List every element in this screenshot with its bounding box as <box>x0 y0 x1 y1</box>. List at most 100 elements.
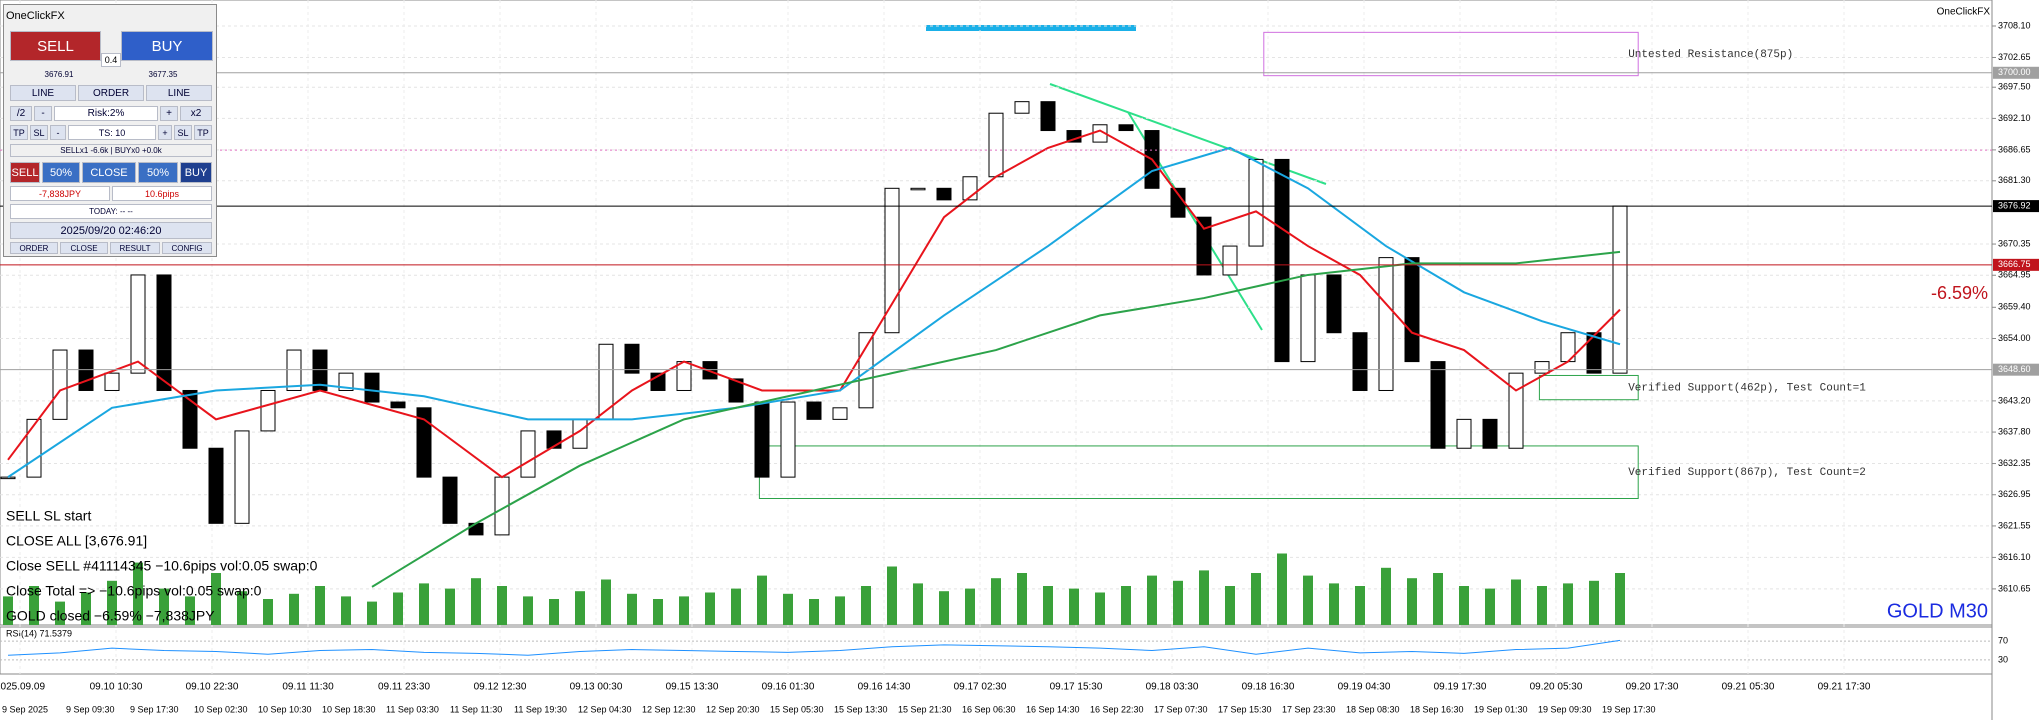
volume-bar <box>523 596 533 625</box>
zone-label: Verified Support(867p), Test Count=2 <box>1628 467 1866 479</box>
x-tick-label: 09.17 15:30 <box>1050 682 1103 693</box>
candle-body <box>754 401 770 478</box>
log-line: Close SELL #41114345 −10.6pips vol:0.05 … <box>6 558 318 574</box>
log-line: SELL SL start <box>6 508 91 524</box>
x-tick-label: 09.12 12:30 <box>474 682 527 693</box>
volume-bar <box>809 599 819 625</box>
volume-bar <box>1121 586 1131 625</box>
x-tick-label: 19 Sep 09:30 <box>1538 704 1592 714</box>
candle-body <box>1274 158 1290 363</box>
x-tick-label: 17 Sep 15:30 <box>1218 704 1272 714</box>
panel-row2-3[interactable]: + <box>160 106 178 121</box>
panel-sell[interactable]: SELL <box>10 31 101 61</box>
x-tick-label: 09.10 10:30 <box>90 682 143 693</box>
volume-bar <box>211 573 221 625</box>
panel-row2-2[interactable]: Risk:2% <box>54 106 158 121</box>
candle-body <box>1586 332 1602 374</box>
panel-row4-0[interactable]: SELL <box>10 162 40 183</box>
candle-body <box>1118 124 1134 132</box>
panel-row3-1[interactable]: SL <box>30 125 48 140</box>
panel-footer-2[interactable]: RESULT <box>110 242 160 254</box>
main-frame <box>0 0 1993 626</box>
volume-bar <box>367 601 377 625</box>
panel-row1-1[interactable]: ORDER <box>78 85 144 101</box>
panel-row4-1[interactable]: 50% <box>42 162 80 183</box>
panel-row2-4[interactable]: x2 <box>180 106 212 121</box>
candle-body <box>442 476 458 524</box>
volume-bar <box>887 566 897 625</box>
panel-row3-2[interactable]: - <box>50 125 66 140</box>
price-tag <box>1993 258 2039 271</box>
candle-body <box>104 372 120 391</box>
panel-lot[interactable]: 0.4 <box>101 53 121 67</box>
candle-body <box>0 476 16 480</box>
candle-body <box>286 349 302 391</box>
x-tick-label: 09.17 02:30 <box>954 682 1007 693</box>
volume-bar <box>939 591 949 625</box>
x-tick-label: 2025.09.09 <box>0 682 45 693</box>
panel-row1-2[interactable]: LINE <box>146 85 212 101</box>
volume-bar <box>1537 586 1547 625</box>
volume-bar <box>653 599 663 625</box>
candle-body <box>780 401 796 478</box>
x-tick-label: 11 Sep 11:30 <box>450 704 502 714</box>
panel-footer-3[interactable]: CONFIG <box>162 242 212 254</box>
panel-buy[interactable]: BUY <box>121 31 213 61</box>
rsi-line <box>7 639 1621 656</box>
panel-row2-1[interactable]: - <box>34 106 52 121</box>
volume-bar <box>679 596 689 625</box>
price-tag-label: 3666.75 <box>1998 259 2031 269</box>
panel-row1-0[interactable]: LINE <box>10 85 76 101</box>
candle-body <box>1300 274 1316 363</box>
volume-bar <box>913 583 923 625</box>
x-tick-label: 16 Sep 22:30 <box>1090 704 1144 714</box>
y-tick-label: 3626.95 <box>1998 489 2031 499</box>
panel-row3-4[interactable]: + <box>158 125 172 140</box>
volume-bar <box>1511 579 1521 625</box>
y-tick-label: 3686.65 <box>1998 144 2031 154</box>
x-tick-label: 09.20 17:30 <box>1626 682 1679 693</box>
volume-bar <box>497 586 507 625</box>
panel-row4-2[interactable]: CLOSE <box>82 162 136 183</box>
zone-label: Untested Resistance(875p) <box>1628 49 1793 61</box>
panel-row3-0[interactable]: TP <box>10 125 28 140</box>
rsi-frame <box>0 626 1993 675</box>
candle-body <box>1456 418 1472 449</box>
candle-body <box>1534 361 1550 374</box>
panel-row3-5[interactable]: SL <box>174 125 192 140</box>
price-tag-label: 3676.92 <box>1998 200 2031 210</box>
x-tick-label: 9 Sep 17:30 <box>130 704 179 714</box>
candle-body <box>1196 216 1212 276</box>
x-tick-label: 09.21 05:30 <box>1722 682 1775 693</box>
panel-row3-6[interactable]: TP <box>194 125 212 140</box>
panel-ask: 3677.35 <box>148 69 178 79</box>
candle-body <box>988 112 1004 178</box>
panel-row4-4[interactable]: BUY <box>180 162 212 183</box>
x-tick-label: 18 Sep 16:30 <box>1410 704 1464 714</box>
panel-row3-3[interactable]: TS: 10 <box>68 125 156 140</box>
y-tick-label: 3643.20 <box>1998 395 2031 405</box>
candle-body <box>624 343 640 374</box>
volume-bar <box>1043 586 1053 625</box>
oneclick-panel: OneClickFX SELL BUY 0.4 3676.91 3677.35 LINE OR… <box>3 4 217 257</box>
volume-bar <box>133 562 143 625</box>
candle-body <box>468 522 484 536</box>
volume-bar <box>835 596 845 625</box>
x-tick-label: 12 Sep 04:30 <box>578 704 632 714</box>
y-tick-label: 3692.10 <box>1998 113 2031 123</box>
volume-bar <box>1251 573 1261 625</box>
volume-bar <box>3 596 13 625</box>
rsi-label: RSI(14) 71.5379 <box>6 628 72 638</box>
candle-body <box>1014 101 1030 114</box>
candle-body <box>1404 257 1420 363</box>
volume-bar <box>627 593 637 625</box>
volume-bar <box>81 592 91 625</box>
panel-row4-3[interactable]: 50% <box>138 162 178 183</box>
panel-footer-1[interactable]: CLOSE <box>60 242 108 254</box>
panel-row2-0[interactable]: /2 <box>10 106 32 121</box>
y-tick-label: 3702.65 <box>1998 52 2031 62</box>
volume-bar <box>159 588 169 625</box>
volume-bar <box>601 579 611 625</box>
x-tick-label: 17 Sep 07:30 <box>1154 704 1208 714</box>
panel-footer-0[interactable]: ORDER <box>10 242 58 254</box>
